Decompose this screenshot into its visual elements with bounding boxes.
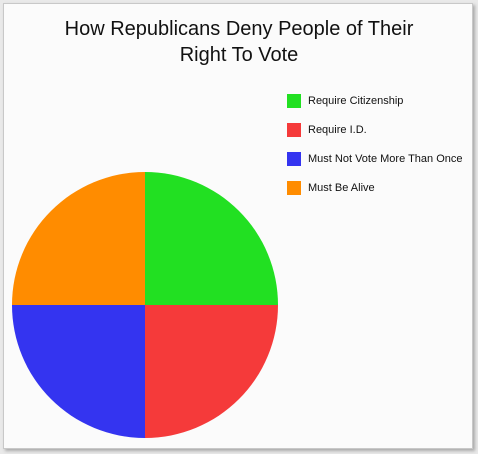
- pie-slice: [12, 305, 145, 438]
- legend-item: Must Be Alive: [287, 181, 472, 195]
- pie-slice: [145, 172, 278, 305]
- legend-item: Require Citizenship: [287, 94, 472, 108]
- legend-item: Must Not Vote More Than Once: [287, 152, 472, 166]
- legend-swatch: [287, 94, 301, 108]
- chart-title: How Republicans Deny People of Their Rig…: [64, 18, 414, 66]
- pie-slice: [12, 172, 145, 305]
- legend: Require Citizenship Require I.D. Must Not …: [287, 94, 472, 210]
- pie-slice: [145, 305, 278, 438]
- legend-label: Must Not Vote More Than Once: [308, 153, 463, 165]
- legend-swatch: [287, 123, 301, 137]
- legend-item: Require I.D.: [287, 123, 472, 137]
- legend-label: Require I.D.: [308, 124, 367, 136]
- legend-swatch: [287, 152, 301, 166]
- legend-label: Must Be Alive: [308, 182, 375, 194]
- legend-label: Require Citizenship: [308, 95, 404, 107]
- legend-swatch: [287, 181, 301, 195]
- chart-title-box: How Republicans Deny People of Their Rig…: [0, 16, 478, 68]
